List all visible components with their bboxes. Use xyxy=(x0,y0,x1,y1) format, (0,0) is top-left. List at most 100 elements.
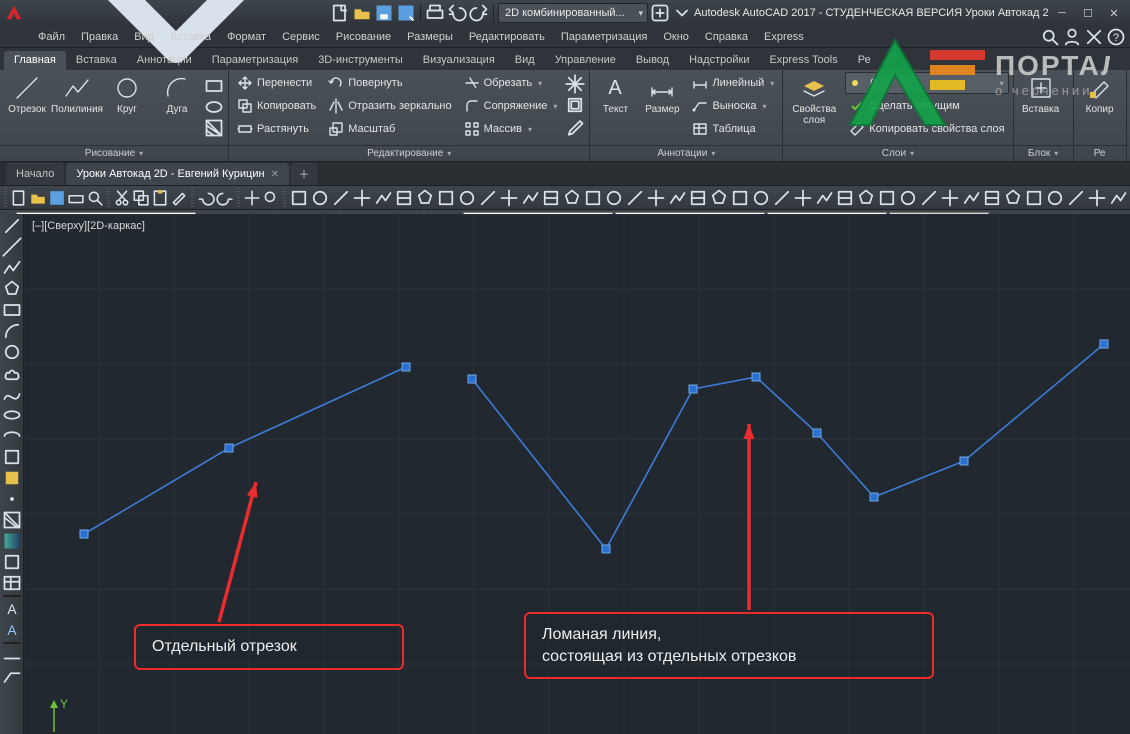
ribbon-tab-express[interactable]: Express Tools xyxy=(759,51,847,70)
ribbon-tab-manage[interactable]: Управление xyxy=(545,51,626,70)
menu-window[interactable]: Окно xyxy=(655,26,697,47)
vt-spline-icon[interactable] xyxy=(2,384,22,404)
tb-cut-icon[interactable] xyxy=(113,188,131,208)
tb-misc-icon[interactable] xyxy=(562,188,582,208)
panel-layers-title[interactable]: Слои▾ xyxy=(783,145,1012,161)
tool-insert-block[interactable]: Вставка xyxy=(1018,72,1064,115)
tb-misc-icon[interactable] xyxy=(793,188,813,208)
tb-undo2-icon[interactable] xyxy=(197,188,215,208)
qat-saveas-icon[interactable] xyxy=(396,3,416,23)
ribbon-tab-param[interactable]: Параметризация xyxy=(202,51,308,70)
tb-misc-icon[interactable] xyxy=(835,188,855,208)
tb-misc-icon[interactable] xyxy=(688,188,708,208)
window-maximize[interactable]: ☐ xyxy=(1076,4,1100,22)
tool-copy[interactable]: Копировать xyxy=(233,95,320,117)
tb-misc-icon[interactable] xyxy=(457,188,477,208)
tb-paste-icon[interactable] xyxy=(151,188,169,208)
qat-new-icon[interactable] xyxy=(330,3,350,23)
vt-line-icon[interactable] xyxy=(2,216,22,236)
tool-circle[interactable]: Круг xyxy=(104,72,150,115)
vt-rect-icon[interactable] xyxy=(2,300,22,320)
drawing-canvas[interactable]: Y [–][Сверху][2D-каркас] Отдельный отрез… xyxy=(24,214,1130,734)
tool-explode-icon[interactable] xyxy=(565,74,585,94)
vt-polygon-icon[interactable] xyxy=(2,279,22,299)
tb-misc-icon[interactable] xyxy=(541,188,561,208)
tb-misc-icon[interactable] xyxy=(1108,188,1128,208)
vt-xline-icon[interactable] xyxy=(2,237,22,257)
doc-tab-close-icon[interactable]: ✕ xyxy=(271,169,279,180)
panel-block-title[interactable]: Блок▾ xyxy=(1014,145,1073,161)
tb-misc-icon[interactable] xyxy=(478,188,498,208)
tool-ellipse-icon[interactable] xyxy=(204,97,224,117)
tb-misc-icon[interactable] xyxy=(814,188,834,208)
tool-leader[interactable]: Выноска▾ xyxy=(688,95,778,117)
tb-misc-icon[interactable] xyxy=(919,188,939,208)
ribbon-tab-visual[interactable]: Визуализация xyxy=(413,51,505,70)
tb-misc-icon[interactable] xyxy=(583,188,603,208)
tb-misc-icon[interactable] xyxy=(436,188,456,208)
ribbon-tab-home[interactable]: Главная xyxy=(4,51,66,70)
ribbon-tab-3dtools[interactable]: 3D-инструменты xyxy=(308,51,413,70)
tb-redo2-icon[interactable] xyxy=(216,188,234,208)
vt-hatch-icon[interactable] xyxy=(2,510,22,530)
vt-table-icon[interactable] xyxy=(2,573,22,593)
ribbon-tab-output[interactable]: Вывод xyxy=(626,51,679,70)
tb-misc-icon[interactable] xyxy=(1045,188,1065,208)
tool-text[interactable]: AТекст xyxy=(594,72,636,115)
vt-region-icon[interactable] xyxy=(2,552,22,572)
panel-draw-title[interactable]: Рисование▾ xyxy=(0,145,228,161)
help-icon[interactable]: ? xyxy=(1106,27,1126,47)
doc-tab-current[interactable]: Уроки Автокад 2D - Евгений Курицин✕ xyxy=(66,163,289,185)
tb-misc-icon[interactable] xyxy=(856,188,876,208)
qat-undo-icon[interactable] xyxy=(447,3,467,23)
tool-mirror[interactable]: Отразить зеркально xyxy=(324,95,455,117)
vt-point-icon[interactable] xyxy=(2,489,22,509)
qat-more-icon[interactable] xyxy=(672,3,692,23)
tool-hatch-icon[interactable] xyxy=(204,118,224,138)
menu-tools[interactable]: Сервис xyxy=(274,26,328,47)
tb-misc-icon[interactable] xyxy=(709,188,729,208)
tb-misc-icon[interactable] xyxy=(499,188,519,208)
window-close[interactable]: ✕ xyxy=(1102,4,1126,22)
tb-copy-icon[interactable] xyxy=(132,188,150,208)
panel-props-title[interactable]: Ре xyxy=(1074,145,1126,161)
ribbon-tab-insert[interactable]: Вставка xyxy=(66,51,127,70)
tb-misc-icon[interactable] xyxy=(352,188,372,208)
viewport-label[interactable]: [–][Сверху][2D-каркас] xyxy=(32,220,145,232)
tool-scale[interactable]: Масштаб xyxy=(324,118,455,140)
tb-preview-icon[interactable] xyxy=(86,188,104,208)
tb-misc-icon[interactable] xyxy=(520,188,540,208)
tool-make-current[interactable]: Сделать текущим xyxy=(845,95,1008,117)
menu-dim[interactable]: Размеры xyxy=(399,26,461,47)
ribbon-tab-view[interactable]: Вид xyxy=(505,51,545,70)
menu-modify[interactable]: Редактировать xyxy=(461,26,553,47)
menu-edit[interactable]: Правка xyxy=(73,26,126,47)
ribbon-tab-addins[interactable]: Надстройки xyxy=(679,51,759,70)
vt-block-icon[interactable] xyxy=(2,468,22,488)
vt-pline-icon[interactable] xyxy=(2,258,22,278)
tool-dimension[interactable]: Размер xyxy=(640,72,684,115)
tool-layer-props[interactable]: Свойства слоя xyxy=(787,72,841,126)
vt-revcloud-icon[interactable] xyxy=(2,363,22,383)
doc-tab-start[interactable]: Начало xyxy=(6,163,64,185)
tb-misc-icon[interactable] xyxy=(310,188,330,208)
vt-mtext-icon[interactable]: A xyxy=(2,599,22,619)
tool-trim[interactable]: Обрезать▾ xyxy=(460,72,562,94)
tb-misc-icon[interactable] xyxy=(961,188,981,208)
tb-misc-icon[interactable] xyxy=(1003,188,1023,208)
tool-array[interactable]: Массив▾ xyxy=(460,118,562,140)
vt-circle-icon[interactable] xyxy=(2,342,22,362)
vt-gradient-icon[interactable] xyxy=(2,531,22,551)
tb-new-icon[interactable] xyxy=(10,188,28,208)
tool-stretch[interactable]: Растянуть xyxy=(233,118,320,140)
menu-file[interactable]: Файл xyxy=(30,26,73,47)
workspace-dropdown[interactable]: 2D комбинированный... xyxy=(498,3,648,23)
tb-misc-icon[interactable] xyxy=(898,188,918,208)
tool-match-props[interactable]: Копир xyxy=(1078,72,1122,115)
menu-insert[interactable]: Вставка xyxy=(162,26,219,47)
tb-misc-icon[interactable] xyxy=(394,188,414,208)
ribbon-tab-more[interactable]: Ре xyxy=(848,51,881,70)
vt-leader-icon[interactable] xyxy=(2,667,22,687)
qat-redo-icon[interactable] xyxy=(469,3,489,23)
tb-misc-icon[interactable] xyxy=(751,188,771,208)
